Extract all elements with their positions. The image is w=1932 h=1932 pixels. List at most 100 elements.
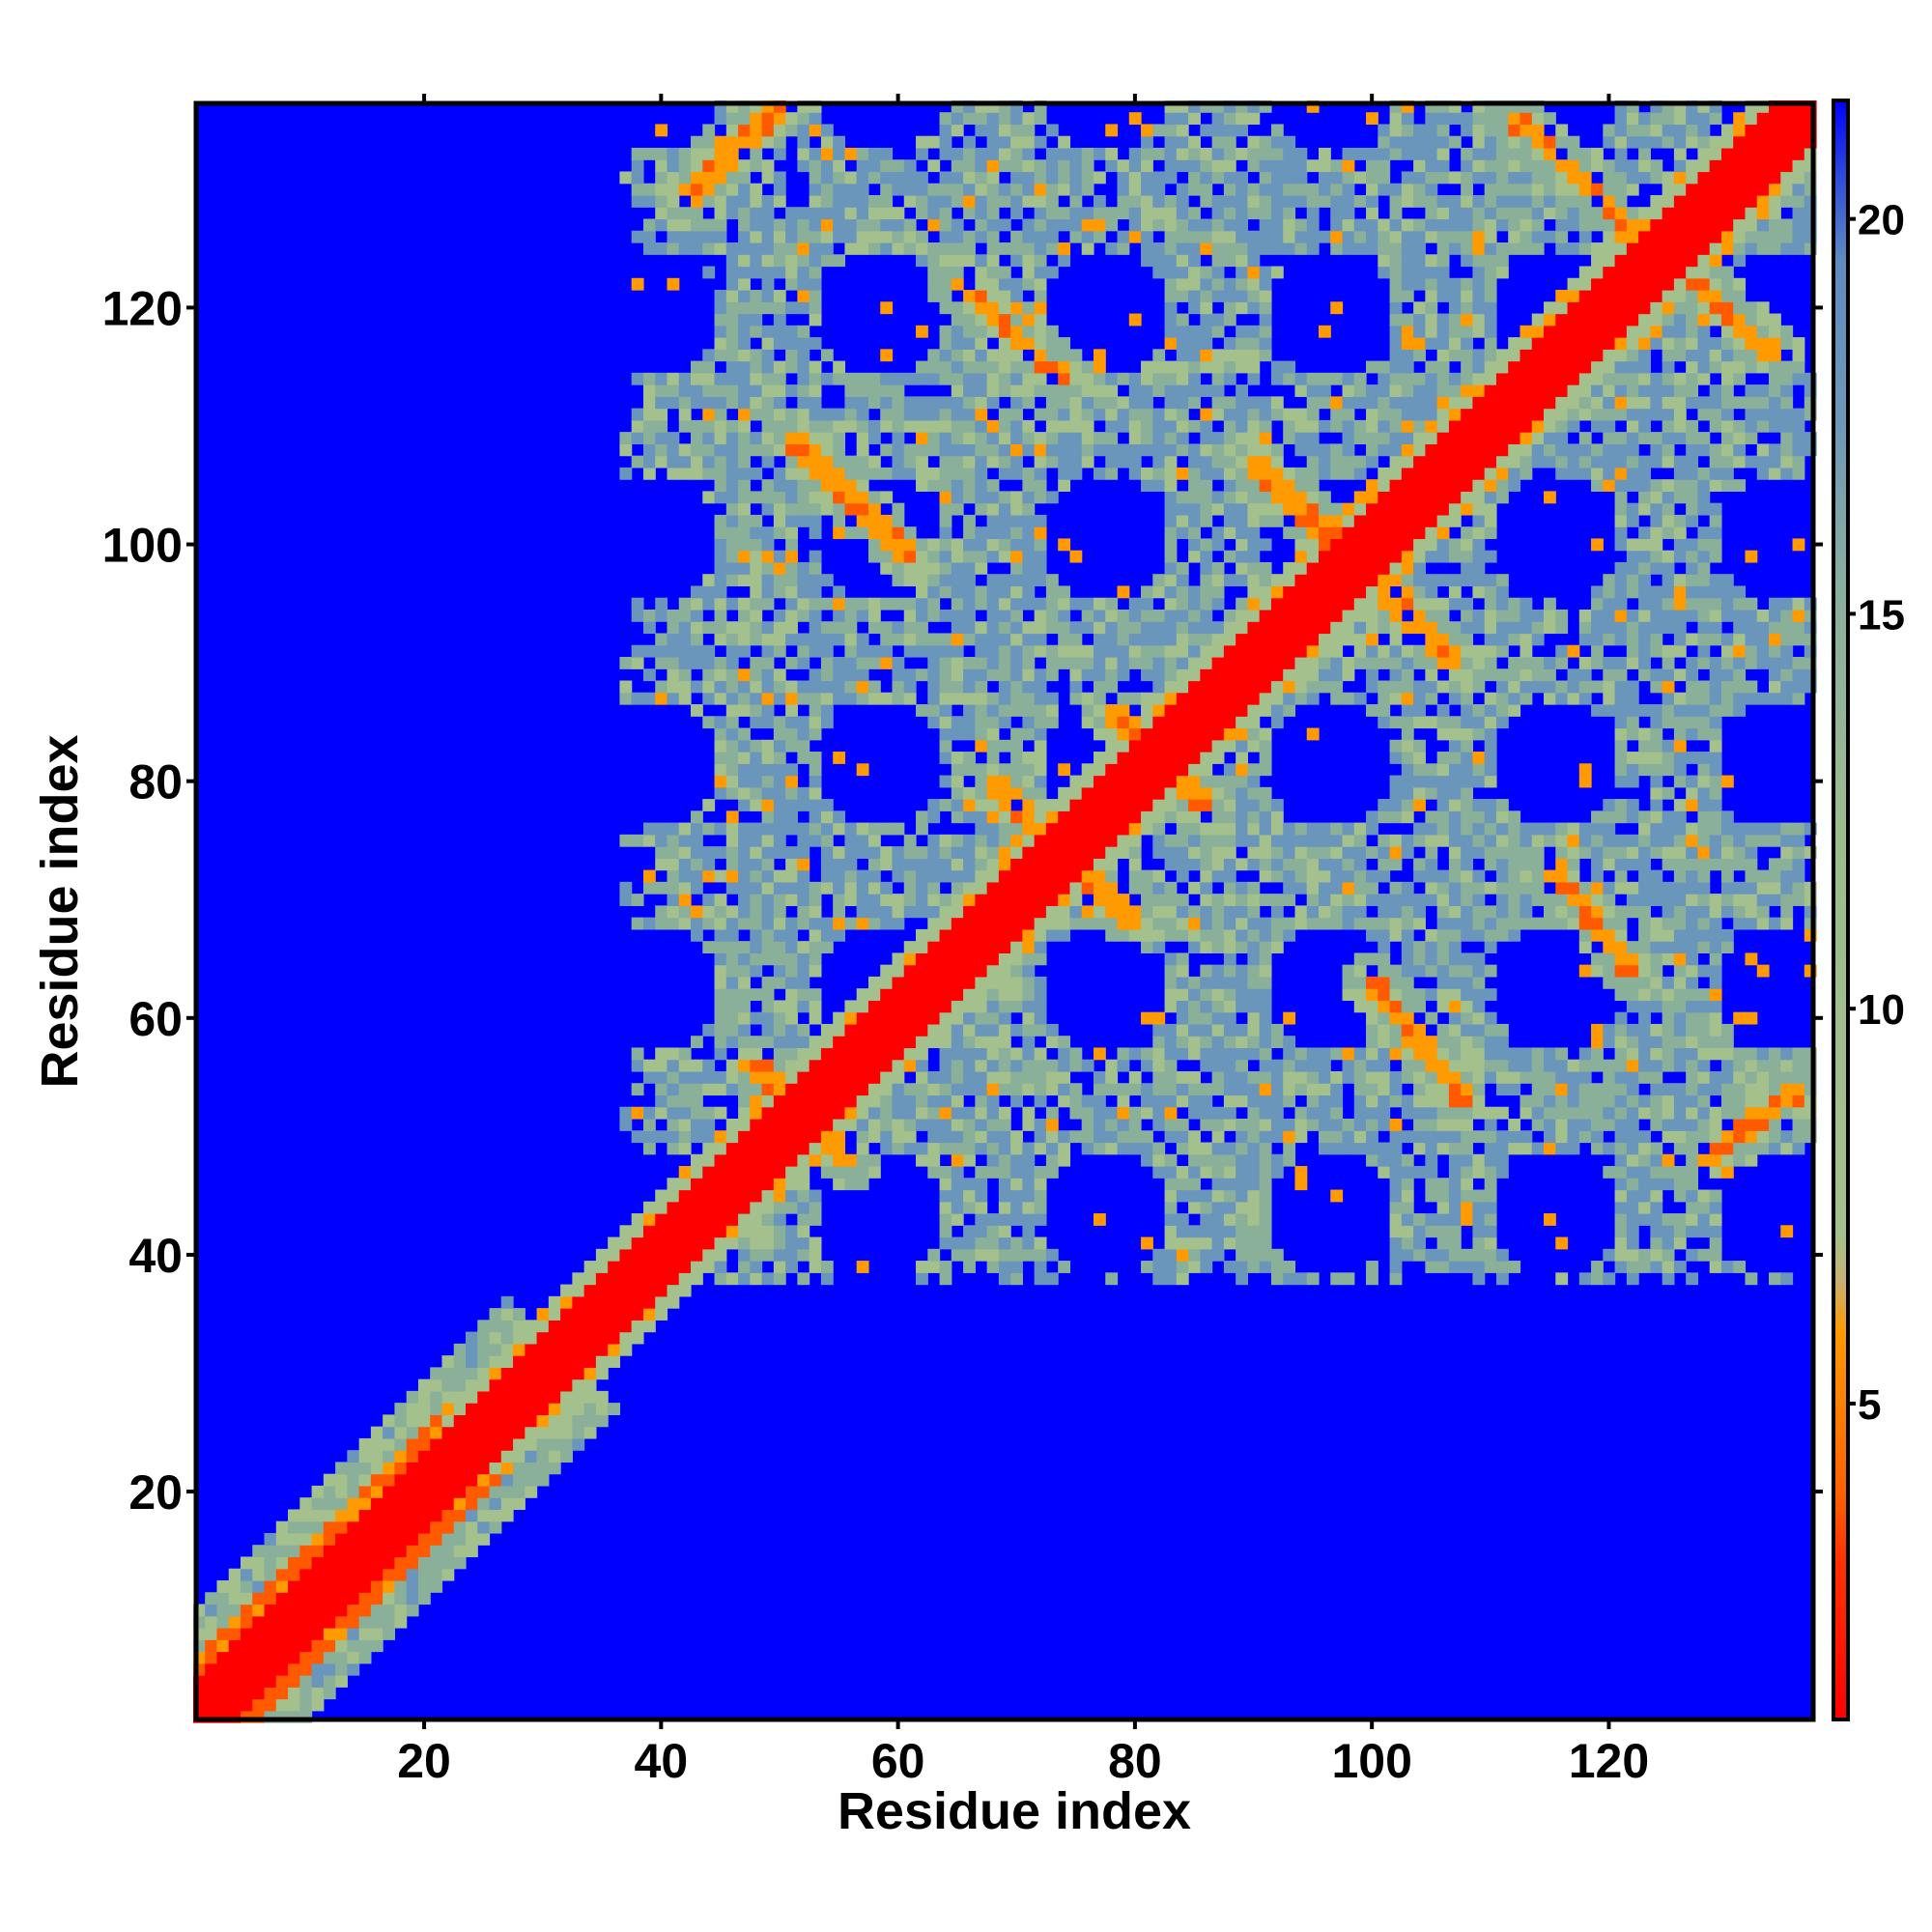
heatmap-cell [1010,1094,1023,1108]
heatmap-cell [738,621,751,635]
heatmap-cell [785,1094,798,1108]
heatmap-cell [927,561,941,575]
heatmap-cell [394,1545,408,1558]
heatmap-cell [975,384,988,397]
heatmap-cell [1236,277,1248,291]
heatmap-cell [1176,775,1189,788]
heatmap-cell [750,668,763,682]
heatmap-cell [466,1331,478,1345]
heatmap-cell [761,443,775,457]
heatmap-cell [998,1036,1011,1049]
heatmap-cell [773,408,786,421]
heatmap-cell [311,1592,325,1605]
heatmap-cell [205,1662,218,1676]
heatmap-cell [880,905,894,919]
heatmap-cell [1247,1248,1261,1262]
heatmap-cell [939,550,952,563]
heatmap-cell [466,1390,478,1404]
heatmap-cell [1353,455,1367,469]
heatmap-cell [489,1437,502,1451]
heatmap-cell [619,467,633,480]
heatmap-cell [880,1047,894,1061]
heatmap-cell [820,254,834,268]
heatmap-cell [809,1059,822,1072]
heatmap-cell [1069,550,1083,563]
heatmap-cell [998,822,1011,836]
heatmap-cell [1200,360,1213,374]
heatmap-cell [441,1545,455,1558]
heatmap-cell [1188,1236,1201,1250]
heatmap-cell [347,1628,360,1640]
heatmap-cell [738,1142,751,1155]
heatmap-cell [927,928,941,942]
heatmap-cell [642,822,656,836]
heatmap-cell [750,822,763,836]
heatmap-cell [927,183,941,196]
heatmap-cell [1010,775,1023,788]
heatmap-cell [631,1284,644,1297]
heatmap-cell [998,881,1011,895]
heatmap-cell [1045,644,1059,658]
heatmap-cell [1200,171,1213,185]
heatmap-cell [453,1378,467,1392]
heatmap-cell [785,112,798,126]
heatmap-cell [1105,894,1119,906]
heatmap-cell [1093,858,1106,871]
heatmap-cell [1236,941,1248,953]
heatmap-cell [1247,419,1261,433]
heatmap-cell [1330,159,1344,173]
heatmap-cell [299,1556,313,1570]
heatmap-cell [1342,822,1355,836]
heatmap-cell [785,680,798,694]
heatmap-cell [275,1651,289,1664]
heatmap-cell [809,597,822,611]
heatmap-cell [1022,1036,1036,1049]
heatmap-cell [228,1628,242,1640]
heatmap-cell [797,325,810,338]
heatmap-cell [809,716,822,729]
heatmap-cell [1247,799,1261,811]
heatmap-cell [1188,917,1201,930]
heatmap-cell [1342,1059,1355,1072]
heatmap-cell [417,1462,431,1475]
heatmap-cell [785,526,798,540]
heatmap-cell [856,1118,869,1131]
heatmap-cell [275,1615,289,1629]
heatmap-cell [1353,1142,1367,1155]
heatmap-cell [939,668,952,682]
heatmap-cell [1223,976,1236,989]
heatmap-cell [833,183,846,196]
heatmap-cell [1164,396,1178,410]
heatmap-cell [691,1178,703,1191]
heatmap-cell [738,964,751,978]
heatmap-cell [1164,135,1178,149]
heatmap-cell [809,941,822,953]
heatmap-cell [1164,230,1178,243]
heatmap-cell [1247,905,1261,919]
heatmap-cell [1294,585,1308,599]
heatmap-cell [691,183,703,196]
heatmap-cell [785,763,798,777]
heatmap-cell [809,491,822,504]
heatmap-cell [1058,858,1071,871]
heatmap-cell [1058,1094,1071,1108]
heatmap-cell [619,1272,633,1286]
heatmap-cell [939,858,952,871]
heatmap-cell [1318,1106,1331,1120]
heatmap-cell [311,1485,325,1498]
heatmap-cell [1034,952,1047,966]
heatmap-cell [691,159,703,173]
heatmap-cell [1283,894,1296,906]
heatmap-cell [500,1497,514,1511]
heatmap-cell [986,1225,1000,1238]
heatmap-cell [761,1106,775,1120]
heatmap-cell [1247,988,1261,1002]
heatmap-cell [228,1698,242,1712]
heatmap-cell [892,396,905,410]
heatmap-cell [856,183,869,196]
heatmap-cell [867,988,881,1002]
heatmap-cell [216,1615,230,1629]
heatmap-cell [548,1390,561,1404]
heatmap-cell [1128,644,1142,658]
heatmap-cell [406,1556,419,1570]
